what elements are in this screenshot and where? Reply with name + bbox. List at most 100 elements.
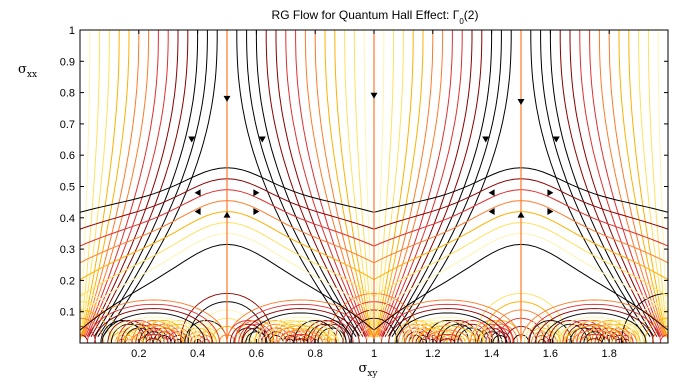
flow-arc [278, 320, 323, 343]
flow-line [255, 30, 361, 337]
flow-line [396, 30, 512, 337]
flow-line [85, 30, 159, 337]
flow-arc [245, 331, 268, 343]
flow-line [102, 30, 218, 337]
flow-loop [373, 299, 522, 343]
flow-arrow [370, 92, 378, 99]
flow-arc [80, 292, 128, 343]
flow-arc [414, 323, 451, 343]
flow-loop [557, 321, 632, 343]
flow-line [344, 30, 374, 337]
flow-line [559, 30, 658, 337]
flow-arrow [552, 136, 560, 143]
flow-line [569, 30, 660, 337]
flow-loop [80, 299, 228, 343]
flow-arc [202, 338, 210, 343]
flow-arrow [517, 211, 525, 218]
flow-line [579, 30, 662, 337]
title-subscript: 0 [459, 17, 464, 26]
flow-arc [562, 320, 606, 343]
y-tick-label: 0.5 [60, 182, 75, 194]
flow-line [363, 30, 375, 337]
flow-arc [142, 320, 186, 343]
y-tick-label: 0.6 [60, 150, 75, 162]
x-tick-label: 0.6 [249, 348, 264, 360]
flow-line [628, 30, 667, 337]
y-tick-label: 0.7 [60, 119, 75, 131]
flow-arc [145, 323, 183, 343]
flow-line [530, 30, 646, 337]
flow-arrow [188, 136, 196, 143]
flow-arc [324, 335, 340, 343]
flow-arc [496, 338, 504, 343]
flow-arc [572, 320, 617, 343]
x-tick-label: 1.4 [484, 348, 499, 360]
flow-line [265, 30, 364, 337]
flow-loop [432, 333, 463, 343]
flow-line [377, 30, 444, 337]
flow-line [549, 30, 655, 337]
flow-arrows [188, 92, 560, 218]
flow-line [374, 30, 395, 337]
flow-line [376, 30, 424, 337]
flow-arc [425, 320, 470, 343]
flow-arc [107, 327, 137, 343]
flow-loop [255, 316, 346, 343]
flow-arc [401, 320, 445, 343]
flow-arrow [517, 98, 525, 105]
flow-arc [583, 331, 606, 343]
flow-arc [310, 320, 354, 343]
flow-line [90, 30, 189, 337]
flow-loop [86, 303, 221, 343]
flow-loop [439, 338, 456, 343]
flow-line [380, 30, 463, 337]
flow-loop [586, 338, 603, 343]
flow-arc [636, 309, 668, 343]
title-gamma: Γ [453, 8, 460, 22]
flow-line [374, 30, 404, 337]
flow-arc [597, 320, 641, 343]
flow-line [324, 30, 372, 337]
flow-line [384, 30, 483, 337]
flow-arc [397, 323, 435, 343]
flow-loop [520, 299, 668, 343]
y-axis-label: σxx [18, 62, 37, 80]
title-suffix: (2) [464, 8, 479, 22]
flow-arc [439, 335, 456, 343]
x-tick-label: 1 [371, 348, 377, 360]
flow-arc [523, 323, 561, 343]
flow-loop [579, 333, 610, 343]
flow-arc [80, 309, 112, 343]
flow-loop [542, 312, 647, 343]
flow-line [82, 30, 130, 337]
flow-loop [123, 325, 184, 343]
flow-arc [436, 320, 480, 343]
flow-line [80, 30, 101, 337]
flow-line [81, 30, 120, 337]
flow-line [589, 30, 663, 337]
flow-loop [241, 308, 360, 343]
flow-loop [388, 308, 507, 343]
flow-line [304, 30, 371, 337]
flow-arc [401, 327, 431, 343]
flow-arc [481, 323, 519, 343]
flow-line [80, 30, 110, 337]
flow-arc [532, 323, 569, 343]
flow-line [236, 30, 352, 337]
flow-arc [548, 320, 592, 343]
x-axis-ticks: 0.2 0.4 0.6 0.8 1 1.2 1.4 1.6 1.8 [131, 30, 617, 360]
flow-line [373, 30, 385, 337]
flow-loop [248, 312, 353, 343]
flow-arc [244, 338, 252, 343]
x-tick-label: 0.8 [308, 348, 323, 360]
flow-loop [564, 325, 625, 343]
flow-line [647, 30, 668, 337]
flow-arc [652, 326, 668, 343]
flow-arc [607, 323, 645, 343]
x-tick-label: 1.2 [425, 348, 440, 360]
flow-arc [131, 320, 176, 343]
x-axis-label-sub: xy [367, 369, 378, 379]
flow-arc [159, 323, 197, 343]
